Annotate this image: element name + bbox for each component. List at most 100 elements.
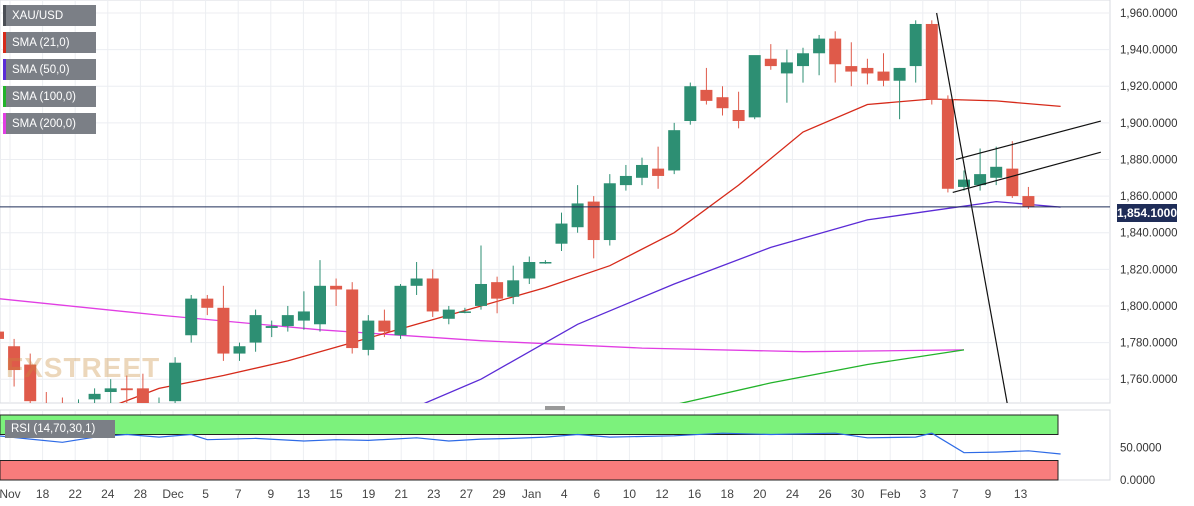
candle-body	[40, 403, 52, 408]
candle-body	[813, 38, 826, 54]
sma100-swatch	[3, 86, 6, 107]
candle-body	[941, 99, 954, 189]
price-tick-label: 1,920.0000	[1120, 81, 1178, 93]
price-tick-label: 1,960.0000	[1120, 8, 1178, 20]
indicator-legend: XAU/USD SMA (21,0) SMA (50,0) SMA (100,0…	[3, 5, 96, 140]
price-tick-label: 1,880.0000	[1120, 154, 1178, 166]
candle-body	[845, 66, 858, 72]
candle-body	[169, 362, 182, 402]
candle-body	[378, 320, 391, 332]
x-tick-label: 27	[460, 487, 474, 501]
legend-sma200[interactable]: SMA (200,0)	[3, 113, 96, 134]
price-tick-label: 1,860.0000	[1120, 191, 1178, 203]
rsi-legend[interactable]: RSI (14,70,30,1)	[5, 420, 115, 438]
price-tick-label: 1,940.0000	[1120, 45, 1178, 57]
candle-body	[330, 285, 343, 290]
candle-body	[297, 311, 310, 321]
candle-body	[732, 110, 745, 122]
x-tick-label: 20	[753, 487, 767, 501]
candle-body	[716, 97, 729, 109]
candle-body	[636, 164, 648, 178]
x-tick-label: 9	[267, 487, 274, 501]
x-tick-label: 30	[851, 487, 865, 501]
candle-body	[136, 388, 149, 403]
candle-body	[24, 364, 37, 402]
candle-body	[958, 179, 970, 187]
sma50-line	[423, 200, 1061, 403]
candle-body	[0, 331, 4, 339]
sma50-label: SMA (50,0)	[12, 63, 70, 76]
candle-body	[587, 201, 600, 241]
sma100-line	[679, 349, 965, 403]
x-tick-label: 21	[395, 487, 409, 501]
symbol-label: XAU/USD	[12, 9, 64, 22]
candle-body	[925, 23, 938, 100]
x-tick-label: Feb	[880, 487, 901, 501]
candle-body	[458, 311, 471, 313]
price-panel	[0, 0, 1111, 404]
candle-body	[346, 289, 359, 349]
candle-body	[555, 223, 568, 244]
candle-body	[990, 166, 1003, 178]
candle-body	[201, 298, 214, 308]
x-tick-label: 7	[235, 487, 242, 501]
legend-sma50[interactable]: SMA (50,0)	[3, 59, 96, 80]
candle-body	[1006, 168, 1019, 197]
x-tick-label: 24	[101, 487, 115, 501]
legend-symbol[interactable]: XAU/USD	[3, 5, 96, 26]
candle-body	[281, 315, 294, 327]
candle-body	[233, 346, 246, 354]
candle-body	[491, 282, 504, 299]
candle-body	[603, 183, 616, 241]
x-tick-label: 13	[297, 487, 311, 501]
candle-body	[217, 307, 230, 354]
candle-body	[974, 174, 987, 186]
x-tick-label: 5	[202, 487, 209, 501]
x-tick-label: 12	[655, 487, 669, 501]
x-tick-label: 18	[721, 487, 735, 501]
sma50-swatch	[3, 59, 6, 80]
x-tick-label: 10	[623, 487, 637, 501]
candle-body	[265, 326, 278, 328]
x-tick-label: 29	[492, 487, 506, 501]
candle-body	[104, 388, 117, 393]
trendline	[955, 120, 1102, 161]
candle-body	[185, 298, 198, 336]
candle-body	[780, 62, 793, 74]
candle-body	[442, 309, 455, 319]
sma200-label: SMA (200,0)	[12, 117, 76, 130]
legend-sma100[interactable]: SMA (100,0)	[3, 86, 96, 107]
fxstreet-watermark: FXSTREET	[6, 352, 161, 383]
x-tick-label: 18	[36, 487, 50, 501]
x-tick-label: 7	[952, 487, 959, 501]
x-tick-label: 26	[818, 487, 832, 501]
candle-body	[426, 278, 439, 312]
price-tick-label: 1,840.0000	[1120, 228, 1178, 240]
x-tick-label: 16	[688, 487, 702, 501]
price-tick-label: 1,900.0000	[1120, 118, 1178, 130]
price-tick-label: 1,820.0000	[1120, 264, 1178, 276]
candle-body	[249, 315, 262, 343]
symbol-swatch	[3, 5, 6, 26]
price-tick-label: 1,800.0000	[1120, 301, 1178, 313]
x-tick-label: 6	[593, 487, 600, 501]
candle-body	[571, 203, 584, 228]
candle-body	[8, 346, 21, 371]
candle-body	[652, 168, 665, 176]
candle-body	[539, 262, 552, 264]
rsi-line	[0, 432, 1061, 455]
candle-body	[120, 388, 133, 391]
price-tick-label: 1,760.0000	[1120, 374, 1178, 386]
x-tick-label: Nov	[0, 487, 21, 501]
candle-body	[507, 280, 520, 297]
sma21-label: SMA (21,0)	[12, 36, 70, 49]
x-tick-label: 9	[985, 487, 992, 501]
candle-body	[797, 53, 809, 67]
candle-body	[1022, 196, 1035, 208]
sma100-label: SMA (100,0)	[12, 90, 76, 103]
legend-sma21[interactable]: SMA (21,0)	[3, 32, 96, 53]
x-tick-label: 3	[919, 487, 926, 501]
x-tick-label: 13	[1014, 487, 1028, 501]
trendline	[952, 151, 1102, 194]
